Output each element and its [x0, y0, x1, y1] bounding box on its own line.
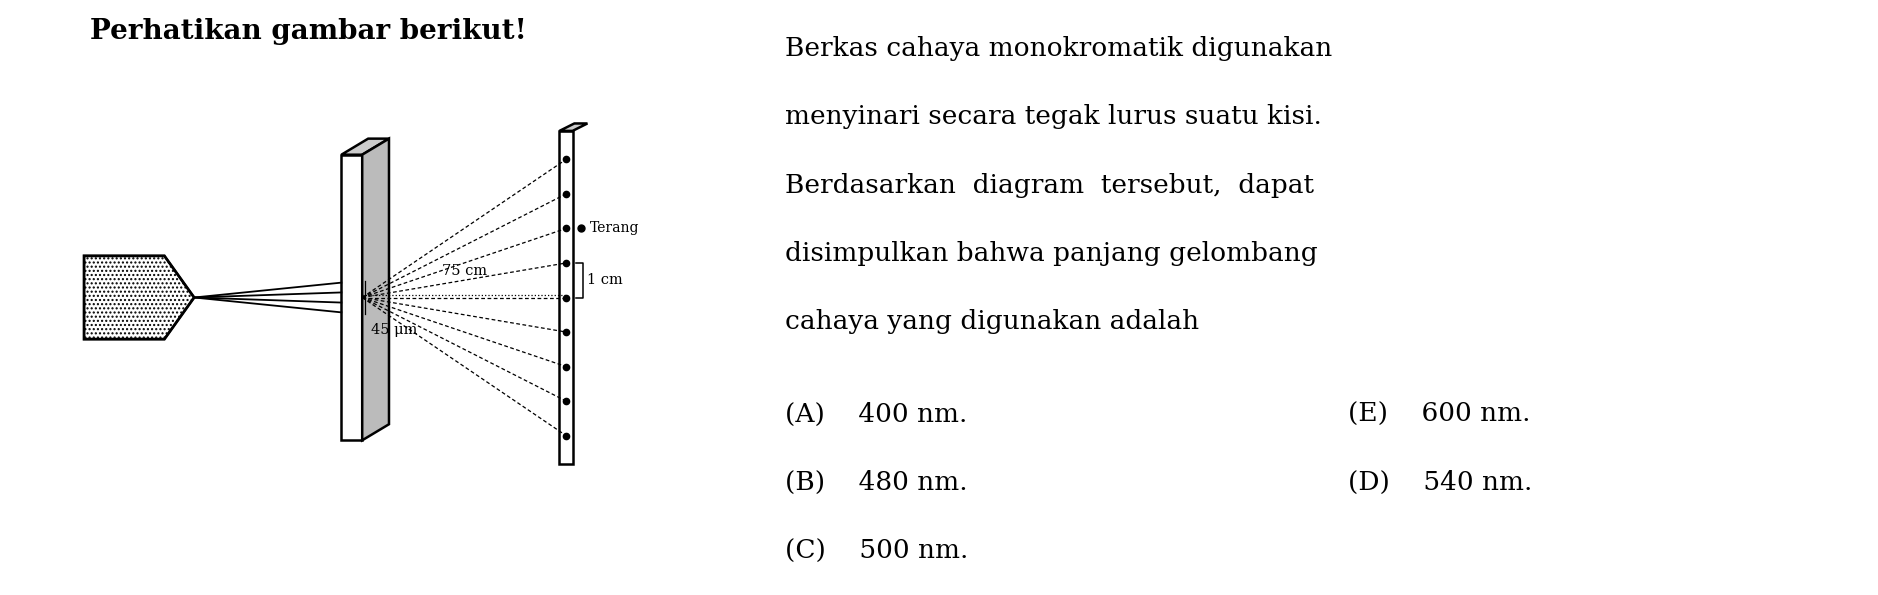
- Text: (A)    400 nm.: (A) 400 nm.: [785, 402, 967, 427]
- Text: Terang: Terang: [590, 221, 639, 236]
- Text: (C)    500 nm.: (C) 500 nm.: [785, 538, 969, 563]
- Text: 75 cm: 75 cm: [441, 264, 486, 278]
- Text: disimpulkan bahwa panjang gelombang: disimpulkan bahwa panjang gelombang: [785, 241, 1318, 266]
- Text: 45 μm: 45 μm: [372, 323, 417, 337]
- Text: menyinari secara tegak lurus suatu kisi.: menyinari secara tegak lurus suatu kisi.: [785, 104, 1322, 129]
- Text: cahaya yang digunakan adalah: cahaya yang digunakan adalah: [785, 309, 1200, 334]
- Text: Berkas cahaya monokromatik digunakan: Berkas cahaya monokromatik digunakan: [785, 36, 1332, 61]
- Text: (D)    540 nm.: (D) 540 nm.: [1348, 470, 1532, 495]
- Text: (B)    480 nm.: (B) 480 nm.: [785, 470, 967, 495]
- Bar: [560, 131, 573, 464]
- Bar: [342, 155, 362, 440]
- Text: Perhatikan gambar berikut!: Perhatikan gambar berikut!: [90, 18, 526, 45]
- Text: 1 cm: 1 cm: [586, 273, 623, 287]
- Text: (E)    600 nm.: (E) 600 nm.: [1348, 402, 1531, 427]
- Polygon shape: [85, 256, 193, 339]
- Polygon shape: [342, 139, 389, 155]
- Polygon shape: [560, 124, 588, 131]
- Text: Berdasarkan  diagram  tersebut,  dapat: Berdasarkan diagram tersebut, dapat: [785, 173, 1315, 198]
- Polygon shape: [362, 139, 389, 440]
